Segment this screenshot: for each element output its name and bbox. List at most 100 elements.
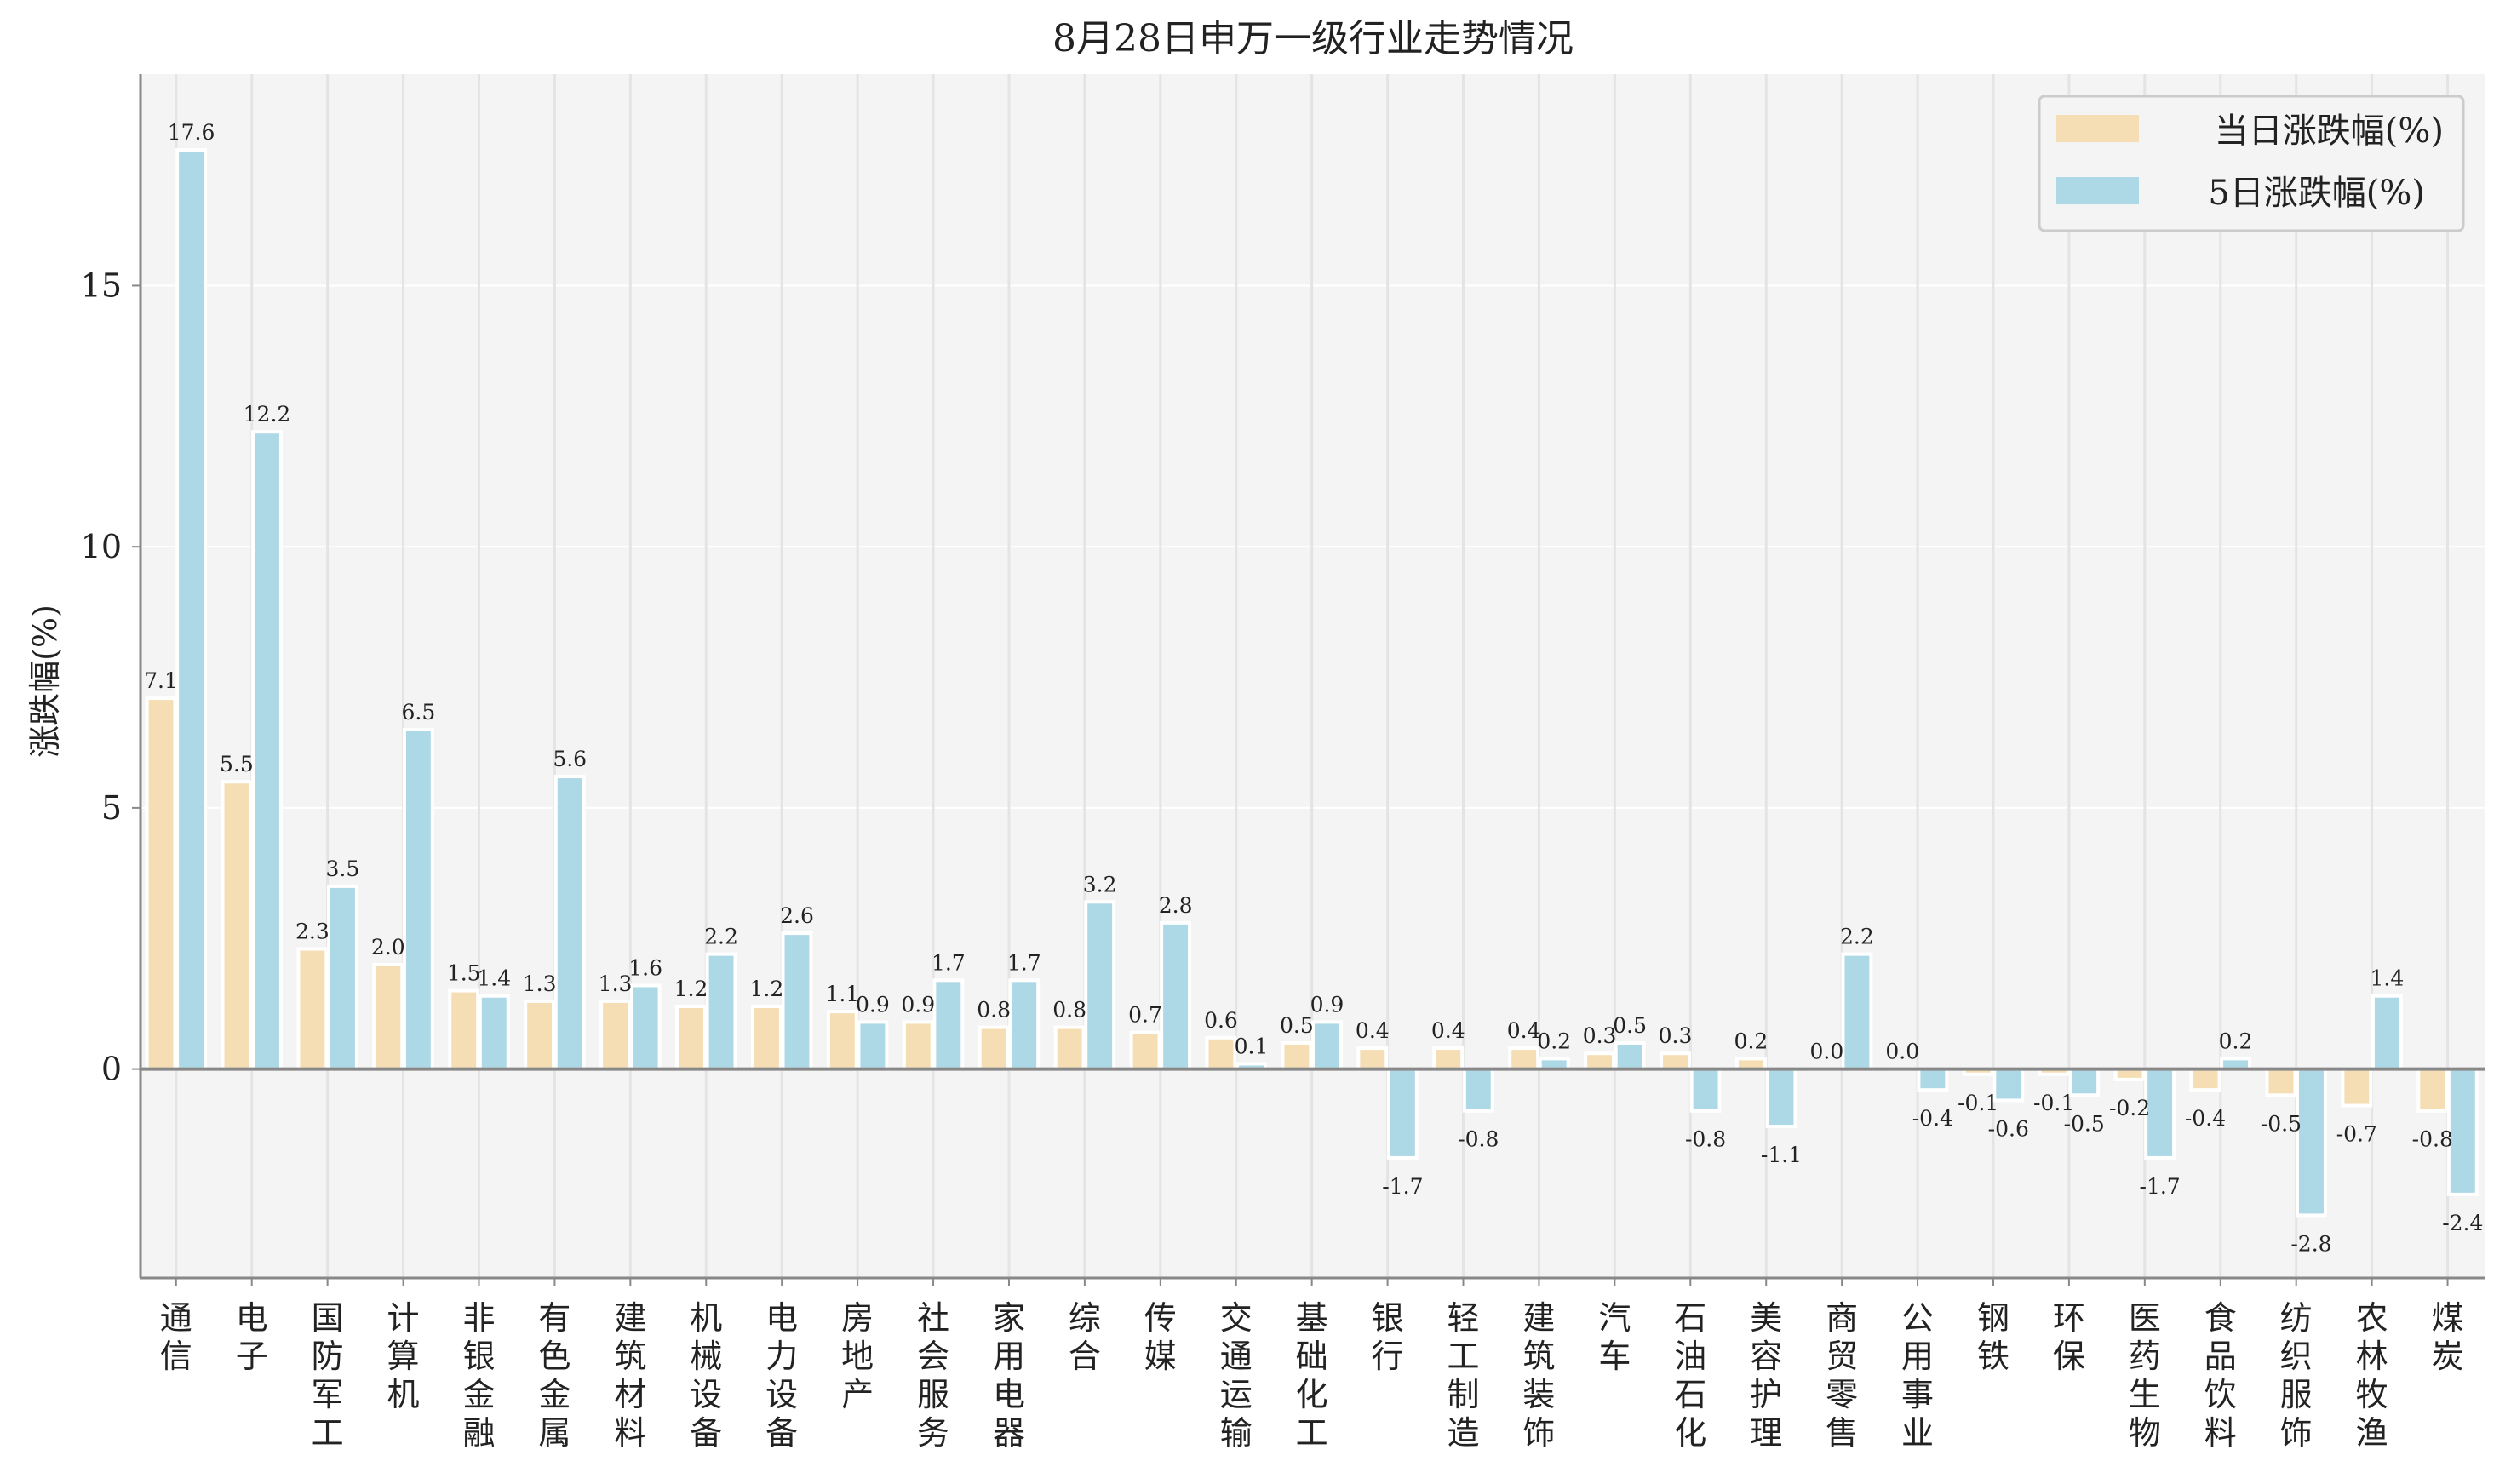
x-tick-char: 地 (841, 1338, 874, 1375)
x-tick-char: 金 (538, 1376, 570, 1413)
x-tick-char: 设 (765, 1376, 798, 1413)
data-label-daily: 1.3 (523, 971, 557, 996)
data-label-5day: 1.7 (932, 950, 966, 975)
bar-daily (1584, 1051, 1616, 1071)
data-label-5day: -0.8 (1685, 1127, 1726, 1152)
x-tick-char: 工 (1296, 1414, 1328, 1452)
x-tick-char: 设 (690, 1376, 722, 1413)
data-label-daily: 0.4 (1356, 1018, 1390, 1043)
data-label-daily: 0.3 (1659, 1023, 1693, 1048)
x-tick-char: 器 (993, 1414, 1025, 1452)
bar-daily (599, 999, 632, 1071)
x-tick-char: 容 (1750, 1338, 1782, 1375)
x-tick-char: 属 (538, 1414, 570, 1452)
bar-5day (932, 978, 965, 1071)
x-tick-char: 药 (2129, 1338, 2161, 1375)
x-tick-char: 理 (1750, 1414, 1782, 1452)
x-tick-labels: 通信电子国防军工计算机非银金融有色金属建筑材料机械设备电力设备房地产社会服务家用… (160, 1278, 2464, 1452)
x-tick-label: 医药生物 (2129, 1299, 2161, 1452)
x-tick-label: 电子 (236, 1299, 268, 1375)
x-tick-char: 银 (462, 1338, 495, 1375)
data-label-5day: 0.5 (1613, 1013, 1647, 1038)
x-tick-label: 建筑材料 (614, 1299, 646, 1452)
data-label-daily: 0.7 (1128, 1003, 1162, 1028)
data-label-daily: -0.2 (2109, 1096, 2150, 1120)
bars (145, 147, 2479, 1218)
legend: 当日涨跌幅(%) 5日涨跌幅(%) (2038, 95, 2465, 232)
x-tick-label: 电力设备 (765, 1299, 798, 1452)
x-tick-char: 材 (614, 1376, 646, 1413)
x-tick-char: 电 (236, 1299, 268, 1337)
x-tick-char: 基 (1296, 1299, 1328, 1337)
bar-daily (296, 947, 329, 1071)
x-tick-char: 料 (2204, 1414, 2237, 1452)
bar-5day (781, 931, 813, 1071)
bar-5day (2296, 1067, 2327, 1218)
x-tick-char: 子 (236, 1338, 268, 1375)
data-label-daily: 0.8 (977, 998, 1011, 1023)
x-tick-label: 机械设备 (690, 1299, 722, 1452)
y-tick-labels: 0 5 10 15 (81, 266, 140, 1088)
data-label-daily: -0.8 (2412, 1127, 2453, 1152)
data-label-daily: 5.5 (220, 752, 254, 776)
x-tick-label: 纺织服饰 (2280, 1299, 2313, 1452)
data-label-5day: 2.8 (1159, 893, 1193, 918)
x-tick-char: 融 (462, 1414, 495, 1452)
x-tick-char: 础 (1296, 1338, 1328, 1375)
data-label-5day: 17.6 (168, 120, 215, 145)
x-tick-char: 输 (1220, 1414, 1253, 1452)
data-label-daily: -0.4 (2185, 1106, 2226, 1131)
x-tick-char: 色 (538, 1338, 570, 1375)
data-label-5day: -0.5 (2064, 1111, 2105, 1136)
bar-daily (1508, 1046, 1540, 1071)
data-label-5day: 1.6 (628, 955, 662, 980)
x-tick-char: 通 (160, 1299, 192, 1337)
legend-swatch-5day (2056, 177, 2139, 204)
x-tick-label: 综合 (1069, 1299, 1101, 1375)
x-tick-char: 媒 (1144, 1338, 1177, 1375)
x-tick-char: 用 (993, 1338, 1025, 1375)
x-tick-char: 房 (841, 1299, 874, 1337)
data-label-5day: -2.8 (2290, 1231, 2331, 1256)
legend-label-5day: 5日涨跌幅(%) (2208, 174, 2425, 213)
x-tick-char: 医 (2129, 1299, 2161, 1337)
x-tick-label: 煤炭 (2432, 1299, 2464, 1375)
x-tick-char: 建 (614, 1299, 646, 1337)
bar-daily (1281, 1040, 1313, 1071)
bar-daily (750, 1005, 783, 1071)
x-tick-char: 饮 (2204, 1376, 2237, 1413)
x-tick-char: 工 (312, 1414, 344, 1452)
x-tick-char: 汽 (1598, 1299, 1631, 1337)
data-label-daily: 0.0 (1809, 1040, 1843, 1064)
x-tick-char: 牧 (2356, 1376, 2388, 1413)
data-label-daily: 1.2 (750, 977, 784, 1001)
x-tick-char: 炭 (2432, 1338, 2464, 1375)
x-tick-label: 汽车 (1598, 1299, 1631, 1375)
data-label-5day: 0.1 (1235, 1034, 1269, 1058)
x-tick-char: 业 (1901, 1414, 1934, 1452)
bar-daily (1205, 1035, 1237, 1071)
x-tick-char: 家 (993, 1299, 1025, 1337)
x-tick-char: 非 (462, 1299, 495, 1337)
x-tick-char: 制 (1448, 1376, 1480, 1413)
data-label-5day: -1.7 (2140, 1174, 2181, 1199)
data-label-daily: 1.3 (599, 971, 633, 996)
x-tick-char: 护 (1750, 1376, 1782, 1413)
x-tick-char: 军 (312, 1376, 344, 1413)
bar-daily (1660, 1051, 1691, 1071)
x-tick-char: 机 (387, 1376, 420, 1413)
x-tick-label: 房地产 (841, 1299, 874, 1413)
x-tick-char: 化 (1674, 1414, 1706, 1452)
bar-5day (478, 994, 510, 1071)
data-label-5day: 0.2 (1537, 1028, 1571, 1053)
bar-5day (402, 727, 434, 1071)
bar-5day (2144, 1067, 2176, 1160)
x-tick-char: 备 (765, 1414, 798, 1452)
x-tick-char: 机 (690, 1299, 722, 1337)
x-tick-char: 装 (1522, 1376, 1555, 1413)
bar-daily (1053, 1025, 1086, 1071)
x-tick-char: 品 (2204, 1338, 2237, 1375)
x-tick-label: 银行 (1372, 1299, 1404, 1375)
bar-5day (629, 983, 662, 1071)
bar-5day (1841, 952, 1873, 1071)
